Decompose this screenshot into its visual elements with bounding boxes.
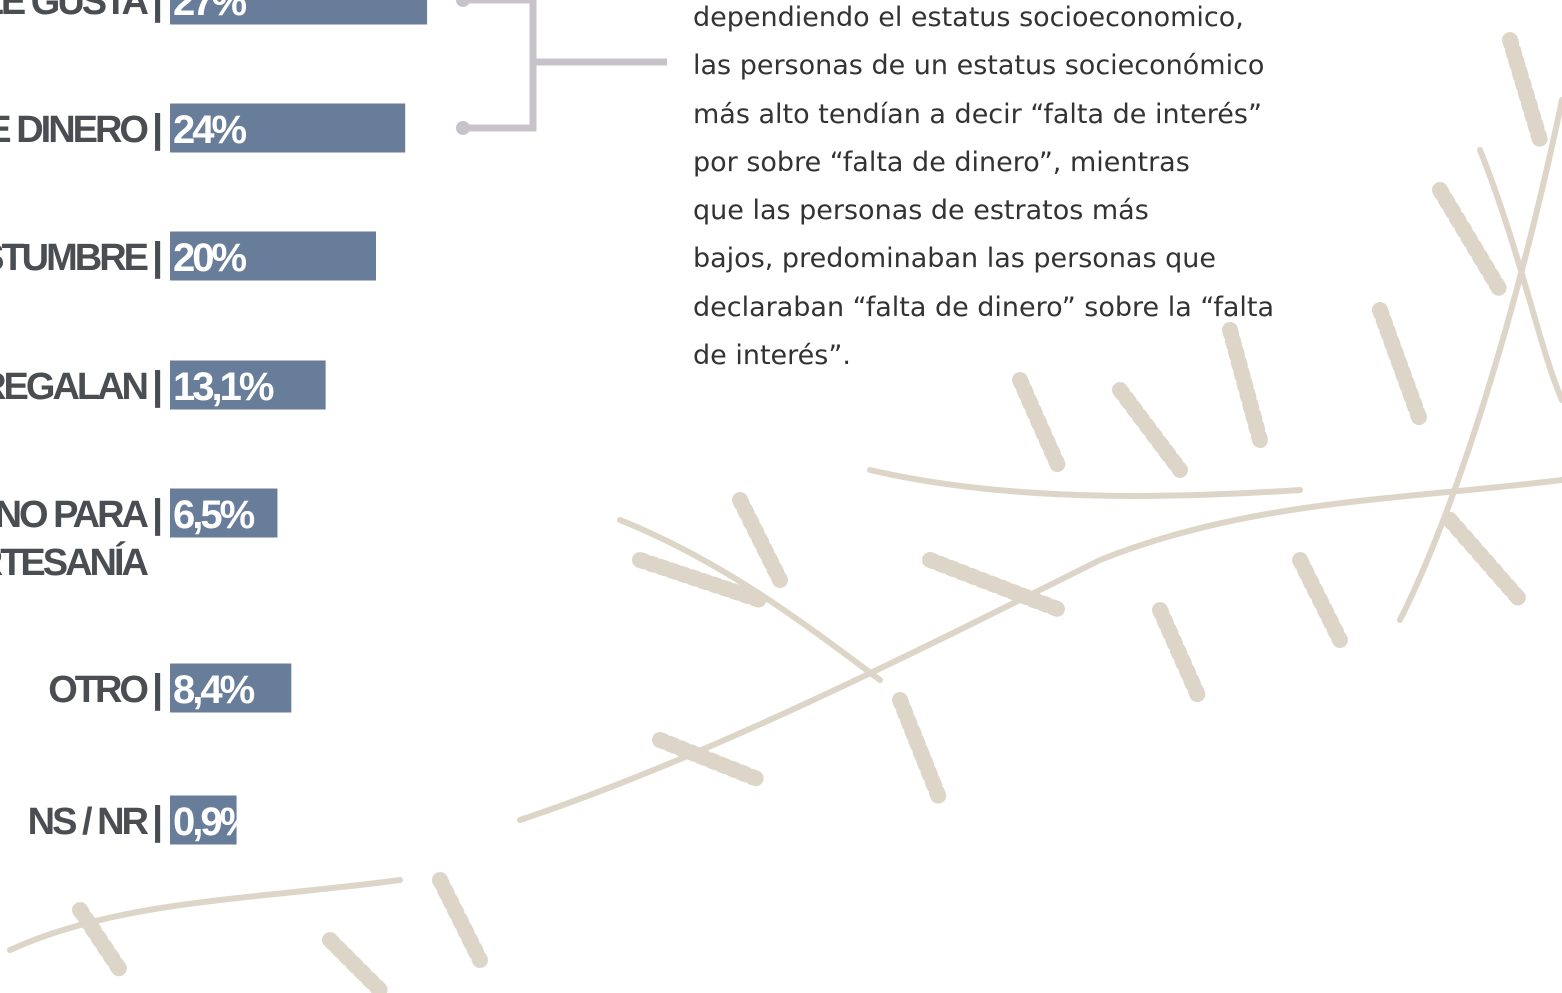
text-line: que las personas de estratos más xyxy=(693,187,1274,235)
text-line: por sobre “falta de dinero”, mientras xyxy=(693,139,1274,187)
connector xyxy=(456,0,667,135)
separator: | xyxy=(152,667,163,711)
separator: | xyxy=(152,235,163,279)
category-label: COSTUMBRE xyxy=(0,237,148,279)
page: 27%|O LE GUSTA24%|DE DINERO20%|COSTUMBRE… xyxy=(0,0,1562,993)
category-label: NS / NR xyxy=(28,801,149,843)
separator: | xyxy=(152,0,163,23)
category-label: DE DINERO xyxy=(0,109,147,151)
category-label: LA REGALAN xyxy=(0,366,147,408)
separator: | xyxy=(152,107,163,151)
category-label: RCANO PARAARTESANÍA xyxy=(0,494,149,584)
text-line: bajos, predominaban las personas que xyxy=(693,235,1274,283)
value-label: 27% xyxy=(173,0,246,24)
category-label: O LE GUSTA xyxy=(0,0,149,23)
separator: | xyxy=(152,364,163,408)
separator: | xyxy=(152,799,163,843)
value-label: 24% xyxy=(173,108,246,152)
text-line: más alto tendían a decir “falta de inter… xyxy=(693,91,1274,139)
separator: | xyxy=(152,492,163,536)
text-line: dependiendo el estatus socioeconomico, xyxy=(693,0,1274,42)
text-line: declaraban “falta de dinero” sobre la “f… xyxy=(693,284,1274,332)
category-label: OTRO xyxy=(48,669,147,711)
value-label: 6,5% xyxy=(173,493,255,537)
value-label: 8,4% xyxy=(173,668,255,712)
value-label: 20% xyxy=(173,236,246,280)
text-line: las personas de un estatus socieconómico xyxy=(693,42,1274,90)
value-label: 0,9% xyxy=(173,800,255,844)
value-label: 13,1% xyxy=(173,365,274,409)
paragraph: dependiendo el estatus socioeconomico,la… xyxy=(693,0,1274,380)
text-line: de interés”. xyxy=(693,332,1274,380)
